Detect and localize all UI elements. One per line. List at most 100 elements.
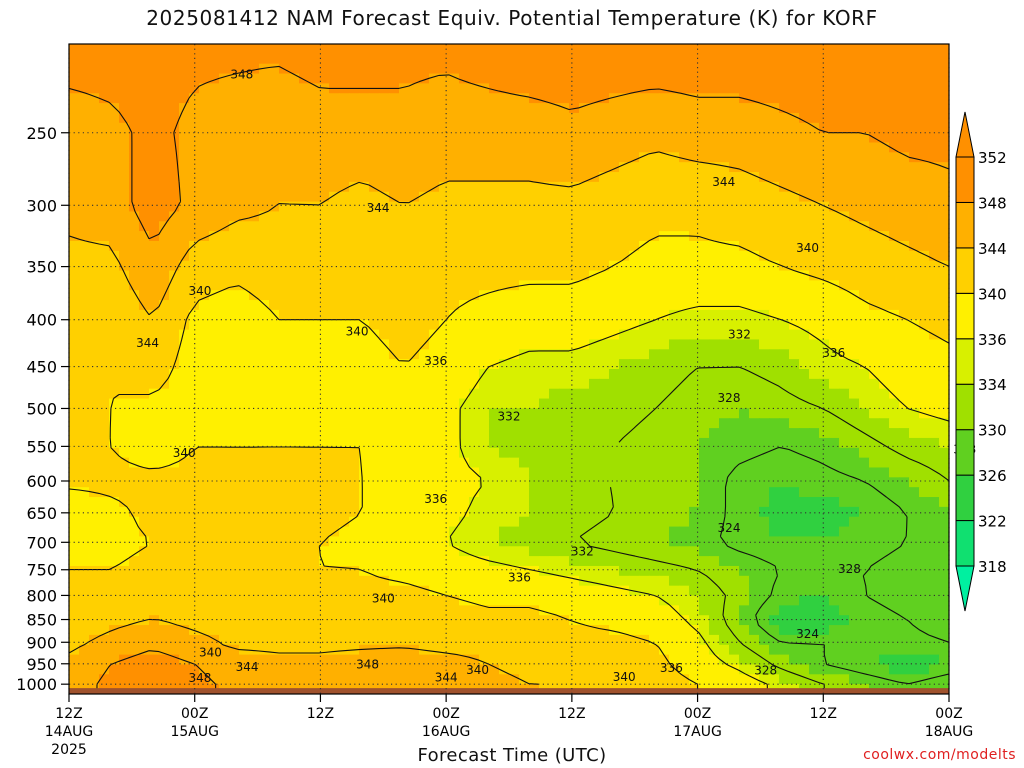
- heatmap-cell: [739, 349, 750, 360]
- heatmap-cell: [729, 191, 740, 203]
- heatmap-cell: [779, 260, 790, 272]
- heatmap-cell: [189, 477, 200, 488]
- heatmap-cell: [289, 497, 300, 508]
- heatmap-cell: [769, 546, 780, 557]
- heatmap-cell: [599, 388, 610, 400]
- heatmap-cell: [419, 231, 430, 242]
- heatmap-cell: [769, 359, 780, 370]
- heatmap-cell: [309, 201, 320, 213]
- heatmap-cell: [859, 53, 870, 65]
- heatmap-cell: [279, 398, 290, 409]
- heatmap-cell: [769, 556, 780, 567]
- heatmap-cell: [649, 260, 660, 272]
- heatmap-cell: [399, 359, 410, 370]
- heatmap-cell: [109, 359, 120, 370]
- heatmap-cell: [809, 418, 820, 429]
- heatmap-cell: [899, 172, 910, 183]
- heatmap-cell: [419, 250, 430, 262]
- heatmap-cell: [149, 300, 160, 311]
- heatmap-cell: [349, 546, 360, 557]
- heatmap-cell: [739, 398, 750, 409]
- heatmap-cell: [139, 73, 150, 84]
- heatmap-cell: [199, 63, 210, 75]
- heatmap-cell: [109, 329, 120, 341]
- heatmap-cell: [729, 487, 740, 498]
- heatmap-cell: [549, 369, 560, 380]
- heatmap-cell: [419, 191, 430, 203]
- heatmap-cell: [339, 536, 350, 547]
- heatmap-cell: [209, 191, 220, 203]
- heatmap-cell: [699, 112, 710, 124]
- heatmap-cell: [629, 467, 640, 478]
- heatmap-cell: [359, 270, 370, 281]
- heatmap-cell: [249, 132, 260, 144]
- heatmap-cell: [819, 319, 830, 331]
- heatmap-cell: [639, 152, 650, 163]
- heatmap-cell: [309, 477, 320, 488]
- heatmap-cell: [169, 44, 180, 55]
- heatmap-cell: [929, 437, 940, 449]
- heatmap-cell: [449, 536, 460, 547]
- heatmap-cell: [529, 53, 540, 65]
- heatmap-cell: [769, 516, 780, 528]
- heatmap-cell: [639, 408, 650, 419]
- heatmap-cell: [529, 319, 540, 331]
- heatmap-cell: [609, 408, 620, 419]
- heatmap-cell: [359, 408, 370, 419]
- heatmap-cell: [729, 142, 740, 153]
- heatmap-cell: [679, 516, 690, 528]
- heatmap-cell: [319, 142, 330, 153]
- heatmap-cell: [319, 132, 330, 144]
- heatmap-cell: [309, 112, 320, 124]
- heatmap-cell: [869, 369, 880, 380]
- heatmap-cell: [819, 300, 830, 311]
- heatmap-cell: [499, 142, 510, 153]
- heatmap-cell: [739, 63, 750, 75]
- heatmap-cell: [899, 112, 910, 124]
- heatmap-cell: [759, 63, 770, 75]
- heatmap-cell: [409, 349, 420, 360]
- heatmap-cell: [179, 290, 190, 301]
- heatmap-cell: [889, 112, 900, 124]
- heatmap-cell: [459, 457, 470, 469]
- heatmap-cell: [179, 221, 190, 232]
- heatmap-cell: [469, 536, 480, 547]
- heatmap-cell: [939, 132, 949, 144]
- heatmap-cell: [939, 280, 949, 291]
- heatmap-cell: [879, 83, 890, 94]
- heatmap-cell: [659, 506, 670, 518]
- heatmap-cell: [399, 112, 410, 124]
- heatmap-cell: [719, 260, 730, 272]
- heatmap-cell: [879, 319, 890, 331]
- heatmap-cell: [849, 349, 860, 360]
- heatmap-cell: [449, 270, 460, 281]
- heatmap-cell: [939, 388, 949, 400]
- heatmap-cell: [319, 546, 330, 557]
- heatmap-cell: [409, 487, 420, 498]
- heatmap-cell: [739, 339, 750, 350]
- heatmap-cell: [799, 280, 810, 291]
- heatmap-cell: [909, 418, 920, 429]
- heatmap-cell: [159, 369, 170, 380]
- heatmap-cell: [289, 378, 300, 390]
- heatmap-cell: [159, 329, 170, 341]
- heatmap-cell: [129, 172, 140, 183]
- heatmap-cell: [829, 319, 840, 331]
- heatmap-cell: [479, 546, 490, 557]
- heatmap-cell: [549, 319, 560, 331]
- heatmap-cell: [269, 122, 280, 134]
- heatmap-cell: [919, 526, 930, 538]
- heatmap-cell: [359, 221, 370, 232]
- heatmap-cell: [219, 93, 230, 104]
- heatmap-cell: [319, 467, 330, 478]
- heatmap-cell: [449, 201, 460, 213]
- heatmap-cell: [129, 428, 140, 439]
- heatmap-cell: [909, 201, 920, 213]
- heatmap-cell: [369, 585, 380, 597]
- heatmap-cell: [579, 418, 590, 429]
- heatmap-cell: [299, 526, 310, 538]
- heatmap-cell: [639, 83, 650, 94]
- heatmap-cell: [139, 418, 150, 429]
- heatmap-cell: [209, 181, 220, 193]
- heatmap-cell: [799, 487, 810, 498]
